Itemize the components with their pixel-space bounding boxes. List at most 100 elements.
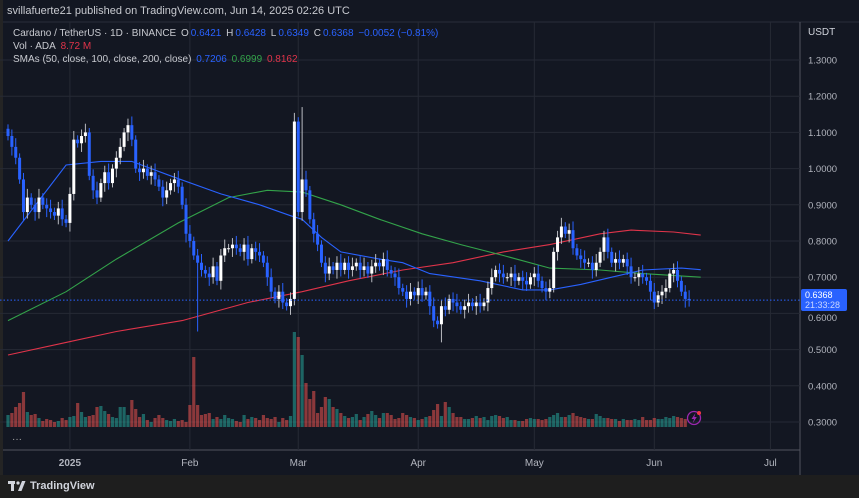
volume-bar bbox=[544, 419, 548, 427]
candle-body bbox=[215, 266, 219, 281]
candle-body bbox=[200, 262, 203, 270]
volume-bar bbox=[10, 413, 14, 427]
currency-label[interactable]: USDT bbox=[808, 27, 836, 38]
candle-body bbox=[122, 132, 126, 147]
price-tick-label: 0.9000 bbox=[808, 200, 837, 211]
volume-bar bbox=[552, 415, 556, 427]
volume-label[interactable]: Vol · ADA bbox=[13, 41, 56, 52]
candle-body bbox=[258, 251, 262, 256]
volume-bar bbox=[192, 357, 196, 427]
candle-body bbox=[41, 197, 45, 205]
volume-bar bbox=[219, 419, 223, 427]
candle-body bbox=[606, 237, 610, 252]
candle-body bbox=[165, 190, 169, 198]
volume-bar bbox=[621, 419, 625, 427]
price-tick-label: 0.6000 bbox=[808, 313, 837, 324]
candle-body bbox=[80, 136, 84, 144]
candle-body bbox=[436, 320, 440, 325]
candle-body bbox=[374, 262, 378, 267]
close-label: C bbox=[313, 28, 321, 39]
volume-bar bbox=[327, 399, 331, 427]
volume-bar bbox=[226, 418, 231, 427]
candle-body bbox=[672, 269, 676, 274]
candle-body bbox=[64, 219, 68, 223]
volume-bar bbox=[397, 418, 401, 427]
volume-bar bbox=[331, 407, 335, 427]
candle-body bbox=[513, 273, 517, 281]
volume-bar bbox=[660, 419, 664, 427]
candle-body bbox=[10, 136, 14, 147]
sma-label[interactable]: SMAs (50, close, 100, close, 200, close) bbox=[13, 54, 192, 65]
volume-bar bbox=[583, 418, 587, 427]
volume-bar bbox=[134, 409, 138, 427]
volume-bar bbox=[470, 418, 474, 427]
candle-body bbox=[126, 125, 130, 133]
candle-body bbox=[157, 179, 161, 187]
volume-bar bbox=[354, 414, 358, 427]
volume-bar bbox=[381, 413, 385, 427]
volume-bar bbox=[385, 413, 389, 427]
volume-bar bbox=[362, 417, 366, 427]
volume-bar bbox=[366, 414, 370, 427]
candle-body bbox=[184, 204, 188, 234]
volume-bar bbox=[196, 405, 200, 427]
candle-body bbox=[563, 226, 567, 234]
high-value: 0.6428 bbox=[235, 28, 266, 39]
symbol-title[interactable]: Cardano / TetherUS · 1D · BINANCE bbox=[13, 28, 177, 39]
candle-body bbox=[145, 168, 149, 176]
volume-bar bbox=[641, 417, 645, 427]
volume-bar bbox=[416, 420, 420, 427]
volume-bar bbox=[107, 414, 111, 427]
candle-body bbox=[602, 237, 606, 252]
volume-value: 8.72 M bbox=[60, 41, 92, 52]
volume-bar bbox=[459, 417, 463, 427]
candle-body bbox=[312, 219, 316, 234]
candle-body bbox=[99, 183, 103, 198]
volume-bar bbox=[99, 406, 103, 427]
candle-body bbox=[134, 139, 138, 169]
price-tick-label: 0.5000 bbox=[808, 345, 837, 356]
sma200-line bbox=[7, 229, 701, 356]
volume-bar bbox=[497, 416, 502, 427]
volume-bar bbox=[521, 421, 525, 427]
volume-bar bbox=[292, 332, 296, 427]
candle-body bbox=[617, 259, 621, 263]
candle-body bbox=[347, 262, 351, 270]
tradingview-logo[interactable]: TradingView bbox=[8, 480, 95, 492]
volume-bar bbox=[319, 407, 324, 427]
more-options-icon[interactable]: ··· bbox=[12, 434, 22, 445]
volume-bar bbox=[72, 416, 76, 427]
candle-body bbox=[598, 251, 602, 263]
volume-bar bbox=[393, 419, 397, 427]
price-tick-label: 0.4000 bbox=[808, 381, 837, 392]
candle-body bbox=[169, 183, 173, 191]
candle-body bbox=[455, 302, 459, 307]
volume-bar bbox=[637, 420, 641, 427]
candle-body bbox=[107, 172, 111, 184]
volume-bar bbox=[598, 416, 602, 427]
volume-bar bbox=[153, 418, 157, 427]
volume-bar bbox=[513, 420, 517, 427]
candle-body bbox=[470, 302, 474, 307]
candle-body bbox=[366, 266, 370, 274]
volume-bar bbox=[610, 419, 614, 427]
volume-bar bbox=[168, 421, 173, 427]
volume-bar bbox=[679, 418, 683, 427]
candle-body bbox=[172, 179, 176, 184]
candle-body bbox=[254, 248, 258, 252]
candle-body bbox=[521, 277, 525, 281]
candle-body bbox=[265, 262, 269, 278]
candle-body bbox=[439, 306, 443, 325]
candle-body bbox=[467, 302, 471, 307]
price-chart[interactable]: 1.3000 1.2000 1.1000 1.0000 0.9000 0.8000 0.70… bbox=[0, 0, 859, 475]
volume-bar bbox=[14, 407, 18, 427]
candle-body bbox=[238, 248, 242, 252]
volume-bar bbox=[18, 403, 22, 427]
candle-body bbox=[52, 212, 56, 216]
volume-bar bbox=[532, 419, 536, 427]
volume-bar bbox=[664, 417, 668, 427]
candle-body bbox=[389, 269, 393, 274]
volume-bar bbox=[277, 422, 281, 427]
candle-body bbox=[378, 262, 382, 267]
candle-body bbox=[56, 208, 60, 216]
